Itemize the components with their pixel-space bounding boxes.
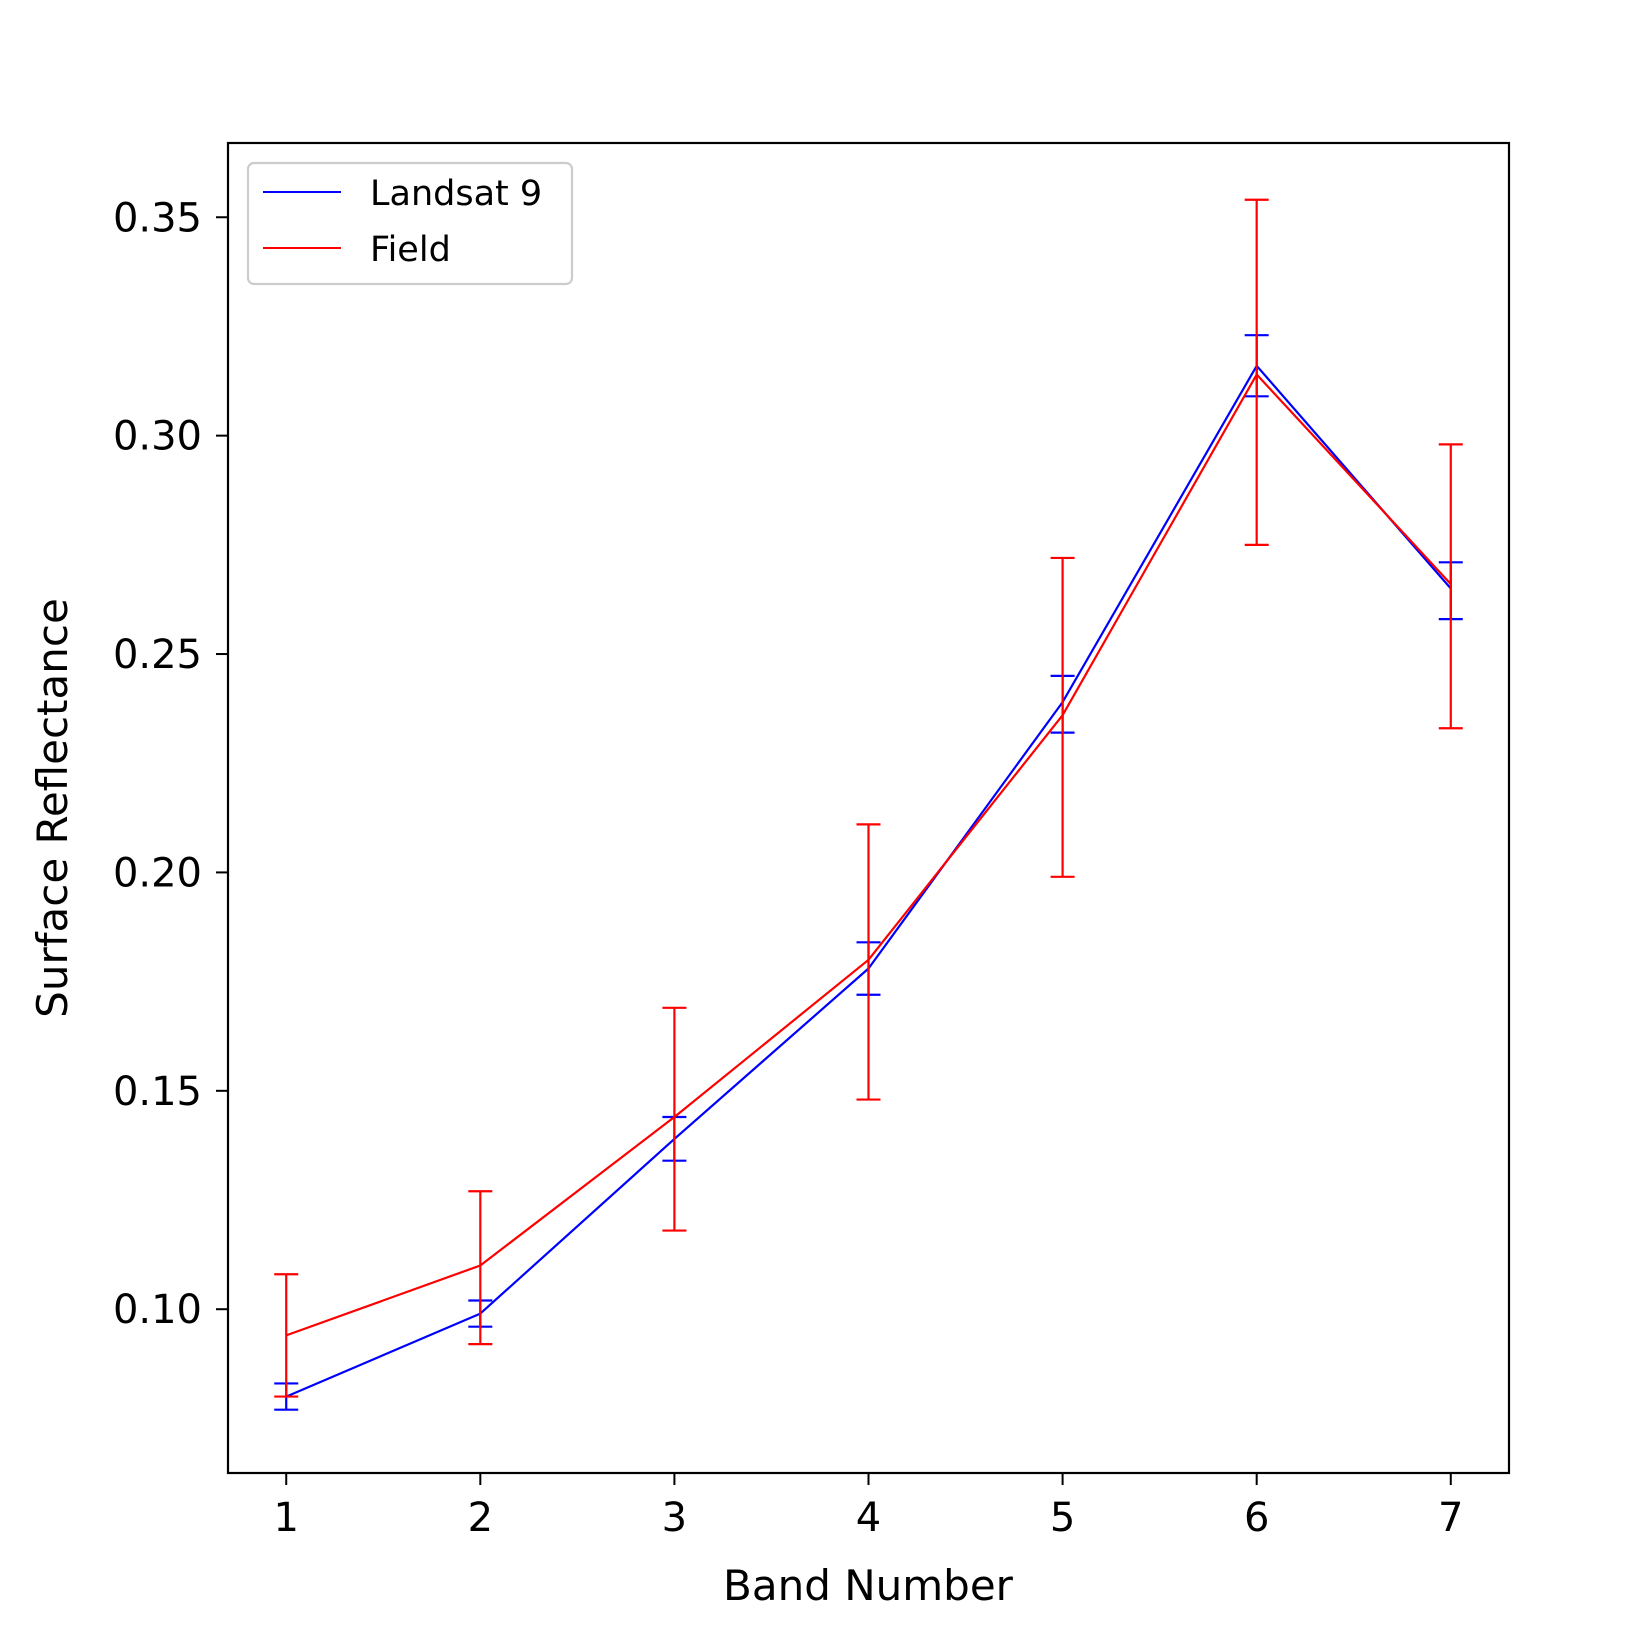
y-tick-label: 0.30	[113, 414, 202, 460]
y-tick-label: 0.35	[113, 195, 202, 241]
y-tick-label: 0.10	[113, 1287, 202, 1333]
x-tick-label: 6	[1244, 1495, 1269, 1541]
series-field	[274, 198, 1463, 1398]
series-line-field	[285, 373, 1452, 1337]
x-tick-label: 3	[662, 1495, 687, 1541]
legend: Landsat 9 Field	[246, 161, 574, 286]
y-tick-label: 0.20	[113, 850, 202, 896]
y-tick-label: 0.15	[113, 1069, 202, 1115]
y-tick-label: 0.25	[113, 632, 202, 678]
x-tick-label: 1	[274, 1495, 299, 1541]
legend-label-field: Field	[370, 230, 451, 270]
x-tick-label: 5	[1050, 1495, 1075, 1541]
series-layer	[274, 198, 1463, 1411]
legend-frame	[246, 161, 574, 286]
x-axis-label: Band Number	[723, 1561, 1014, 1610]
x-tick-label: 4	[856, 1495, 881, 1541]
y-axis-label: Surface Reflectance	[28, 598, 77, 1018]
x-tick-label: 2	[468, 1495, 493, 1541]
legend-label-landsat-9: Landsat 9	[370, 174, 542, 214]
tick-layer: 1 2 3 4 5 6 7 0.10 0.15 0.20 0.25 0.30 0.35	[113, 195, 1464, 1541]
plot-area	[228, 143, 1509, 1473]
x-tick-label: 7	[1438, 1495, 1463, 1541]
